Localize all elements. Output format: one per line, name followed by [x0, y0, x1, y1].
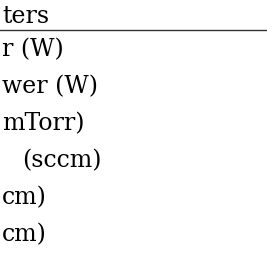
Text: r (W): r (W)	[2, 38, 64, 61]
Text: cm): cm)	[2, 223, 47, 246]
Text: ters: ters	[2, 5, 49, 28]
Text: wer (W): wer (W)	[2, 75, 98, 98]
Text: cm): cm)	[2, 186, 47, 209]
Text: (sccm): (sccm)	[22, 149, 101, 172]
Text: mTorr): mTorr)	[2, 112, 84, 135]
